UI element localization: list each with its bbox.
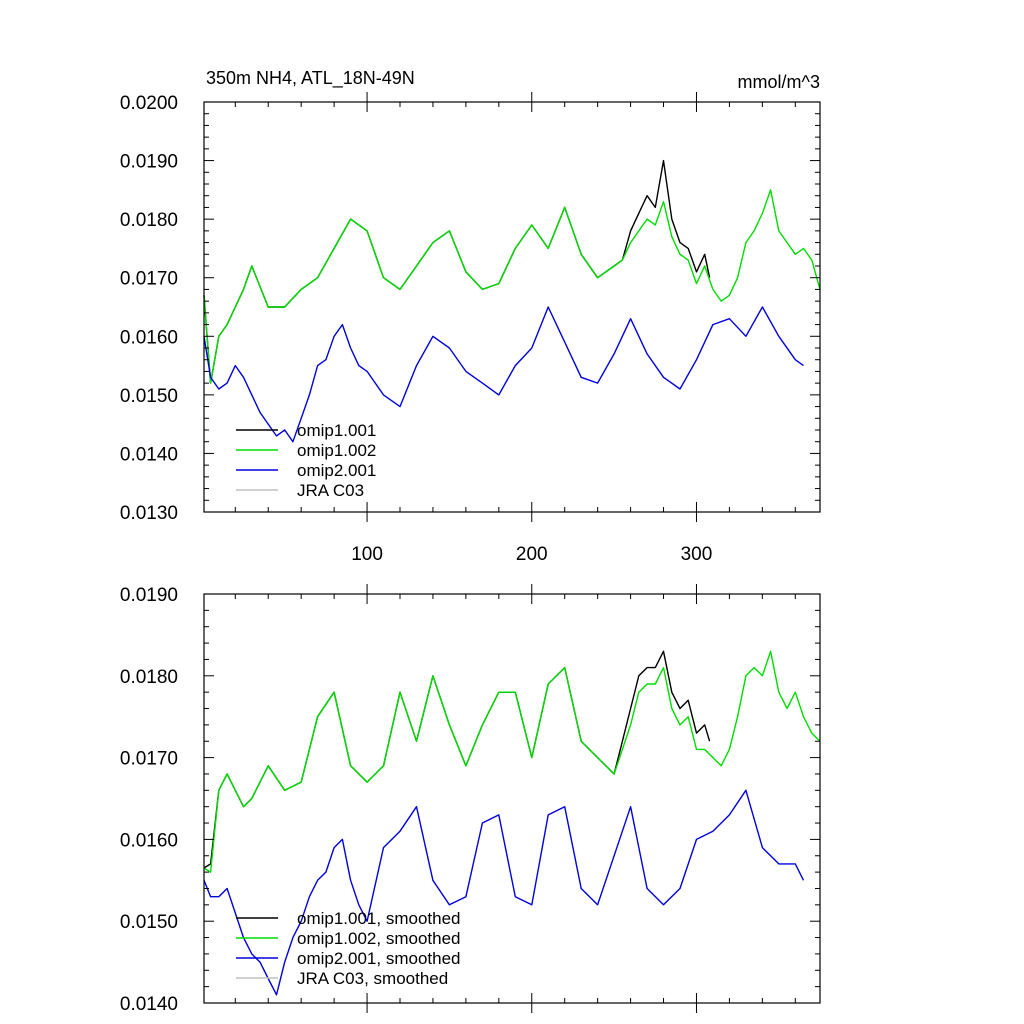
x-tick-label: 300: [681, 544, 713, 565]
plot-frame: [203, 593, 821, 1004]
y-tick-label: 0.0190: [120, 152, 178, 173]
units-label: mmol/m^3: [738, 72, 820, 92]
chart-title: 350m NH4, ATL_18N-49N: [206, 68, 415, 89]
legend-label: JRA C03, smoothed: [297, 969, 448, 988]
legend-label: omip1.001: [297, 421, 376, 440]
legend-label: JRA C03: [297, 481, 364, 500]
x-tick-label: 100: [351, 544, 383, 565]
y-tick-label: 0.0150: [120, 386, 178, 407]
series-line-omip1-001-smoothed: [203, 650, 711, 869]
y-tick-label: 0.0200: [120, 93, 178, 114]
legend-label: omip1.002: [297, 441, 376, 460]
legend-label: omip2.001: [297, 461, 376, 480]
legend-label: omip1.001, smoothed: [297, 909, 461, 928]
y-tick-label: 0.0160: [120, 327, 178, 348]
x-tick-label: 200: [516, 544, 548, 565]
chart-panel-2: 0.0140 0.0150 0.0160 0.0170 0.0180 0.0190 omip…: [120, 584, 821, 1015]
y-tick-label: 0.0170: [120, 749, 178, 770]
series-line-omip2-001: [203, 306, 804, 443]
legend-label: omip1.002, smoothed: [297, 929, 461, 948]
y-tick-label: 0.0160: [120, 830, 178, 851]
y-tick-label: 0.0130: [120, 503, 178, 524]
series-line-omip2-001-smoothed: [203, 789, 805, 996]
series-line-omip1-001: [203, 159, 711, 384]
y-tick-label: 0.0140: [120, 994, 178, 1015]
y-tick-label: 0.0170: [120, 269, 178, 290]
y-tick-label: 0.0150: [120, 912, 178, 933]
y-tick-label: 0.0140: [120, 444, 178, 465]
series-line-omip1-002-smoothed: [203, 650, 821, 873]
legend-label: omip2.001, smoothed: [297, 949, 461, 968]
plot-frame: [203, 101, 821, 513]
series-line-omip1-002: [203, 189, 821, 384]
chart-panel-1: 0.0130 0.0140 0.0150 0.0160 0.0170 0.0180 0.01…: [120, 68, 821, 565]
y-tick-label: 0.0180: [120, 667, 178, 688]
y-tick-label: 0.0190: [120, 585, 178, 606]
y-tick-label: 0.0180: [120, 210, 178, 231]
